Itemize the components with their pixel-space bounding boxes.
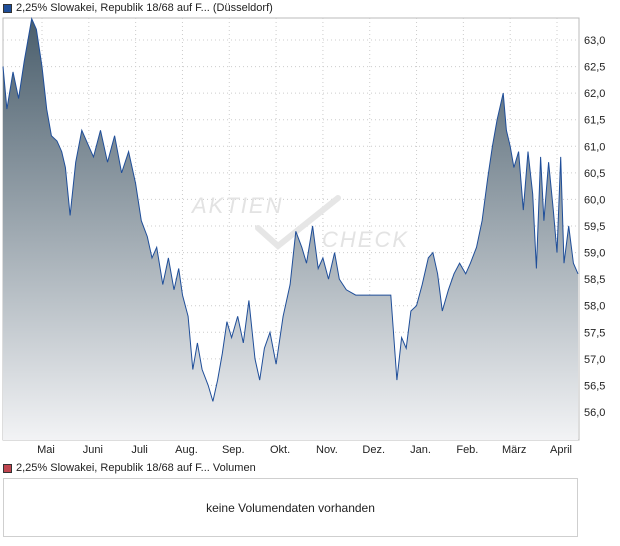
price-chart: AKTIEN CHECK 56,0 56,5 57,0 57,5 58,0 58,5 59,… (2, 16, 605, 456)
legend-volume-swatch (3, 463, 12, 473)
y-tick-label: 56,0 (584, 407, 605, 419)
y-axis: 56,0 56,5 57,0 57,5 58,0 58,5 59,0 59,5 60,0 60,5… (584, 35, 605, 419)
watermark-word2: CHECK (322, 227, 409, 252)
y-tick-label: 59,5 (584, 221, 605, 233)
volume-empty-message: keine Volumendaten vorhanden (206, 501, 375, 515)
y-tick-label: 60,5 (584, 168, 605, 180)
x-tick-label: Juli (131, 444, 148, 456)
x-tick-label: Aug. (175, 444, 198, 456)
legend-price-swatch (3, 3, 12, 13)
y-tick-label: 62,0 (584, 88, 605, 100)
x-tick-label: Okt. (270, 444, 290, 456)
legend-volume-label: 2,25% Slowakei, Republik 18/68 auf F... … (16, 462, 256, 474)
y-tick-label: 61,0 (584, 141, 605, 153)
price-area (3, 18, 578, 440)
x-tick-label: Sep. (222, 444, 245, 456)
x-tick-label: März (502, 444, 526, 456)
y-tick-label: 56,5 (584, 380, 605, 392)
legend-price: 2,25% Slowakei, Republik 18/68 auf F... … (3, 1, 273, 15)
price-line (2, 16, 579, 402)
y-tick-label: 57,5 (584, 327, 605, 339)
y-tick-label: 62,5 (584, 62, 605, 74)
x-tick-label: Jan. (410, 444, 431, 456)
legend-price-label: 2,25% Slowakei, Republik 18/68 auf F... … (16, 2, 273, 14)
x-tick-label: Feb. (456, 444, 478, 456)
y-tick-label: 57,0 (584, 354, 605, 366)
y-tick-label: 61,5 (584, 115, 605, 127)
watermark: AKTIEN CHECK (190, 193, 409, 252)
watermark-word1: AKTIEN (190, 193, 283, 218)
watermark-check-icon (255, 195, 341, 250)
x-tick-label: Dez. (362, 444, 385, 456)
y-tick-label: 58,0 (584, 301, 605, 313)
y-tick-label: 59,0 (584, 248, 605, 260)
x-tick-label: Juni (83, 444, 103, 456)
legend-volume: 2,25% Slowakei, Republik 18/68 auf F... … (3, 461, 256, 475)
x-tick-label: Mai (37, 444, 55, 456)
y-tick-label: 63,0 (584, 35, 605, 47)
y-tick-label: 58,5 (584, 274, 605, 286)
volume-panel: keine Volumendaten vorhanden (3, 478, 578, 537)
y-tick-label: 60,0 (584, 194, 605, 206)
x-tick-label: Nov. (316, 444, 338, 456)
x-axis: Mai Juni Juli Aug. Sep. Okt. Nov. Dez. Jan. Feb. M… (37, 444, 572, 456)
x-tick-label: April (550, 444, 572, 456)
